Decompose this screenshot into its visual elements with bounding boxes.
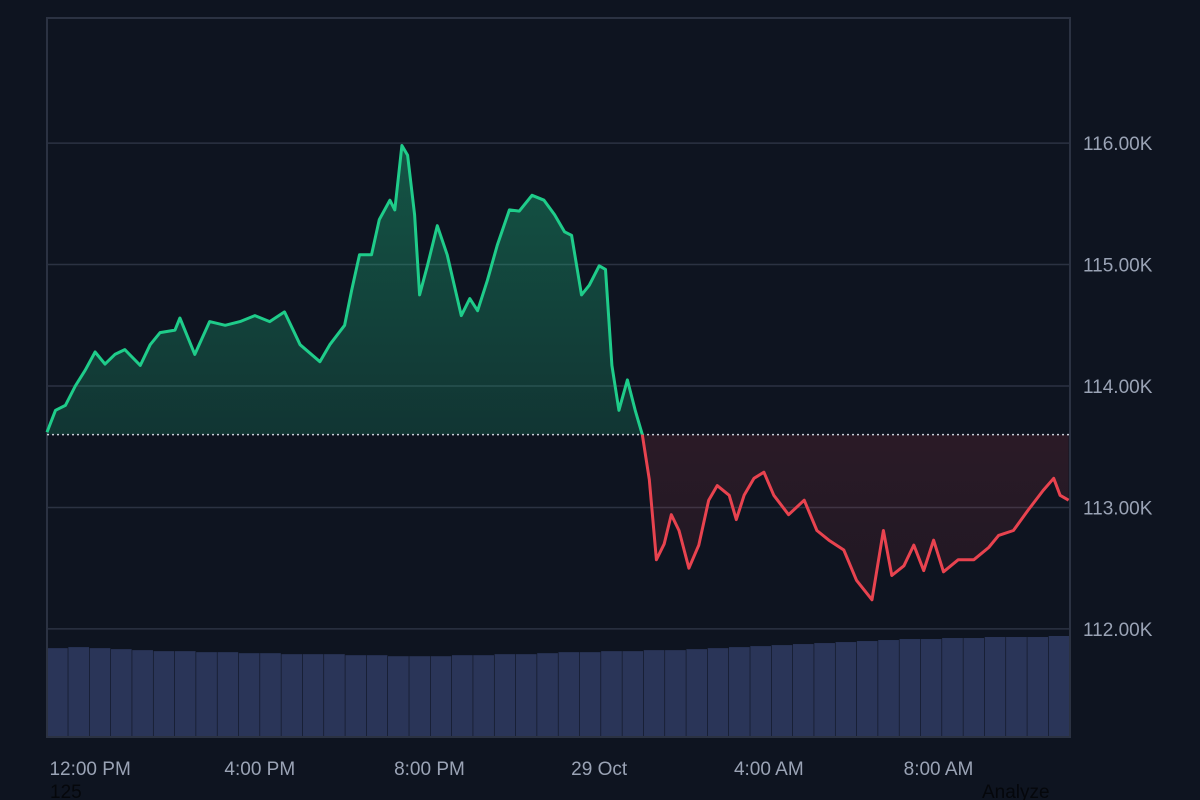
volume-bar	[302, 654, 324, 737]
volume-bar	[217, 652, 239, 737]
volume-bar	[174, 651, 196, 737]
y-tick-label: 116.00K	[1083, 134, 1153, 155]
volume-bar	[856, 641, 878, 737]
x-tick-label: 8:00 PM	[394, 759, 465, 780]
volume-bar	[473, 655, 494, 737]
volume-bar	[942, 638, 963, 737]
volume-bar	[281, 654, 303, 737]
volume-bar	[963, 638, 985, 737]
volume-bar	[324, 654, 345, 737]
volume-bar	[153, 651, 175, 737]
volume-bar	[878, 640, 899, 737]
volume-bar	[132, 650, 153, 737]
volume-bar	[792, 644, 814, 737]
volume-bar	[601, 651, 622, 737]
x-tick-label: 8:00 AM	[904, 759, 974, 780]
y-tick-label: 113.00K	[1083, 498, 1153, 519]
analyze-button[interactable]: Analyze	[982, 782, 1050, 800]
volume-bar	[899, 639, 921, 737]
volume-bar	[1048, 636, 1070, 737]
volume-bar	[771, 645, 793, 737]
volume-bar	[409, 656, 431, 737]
volume-bar	[835, 642, 857, 737]
volume-bar	[388, 656, 409, 737]
volume-bar	[366, 655, 388, 737]
volume-bar	[1006, 637, 1027, 737]
volume-bar	[707, 648, 729, 737]
volume-bar	[729, 647, 750, 737]
footer-left-text: 125	[50, 782, 82, 800]
volume-bar	[1027, 637, 1049, 737]
price-line-down	[640, 434, 1070, 602]
volume-bar	[68, 647, 90, 737]
volume-bar	[920, 639, 942, 737]
area-fill-below-baseline	[47, 434, 1069, 600]
volume-bar	[750, 646, 772, 737]
volume-bar	[494, 654, 516, 737]
volume-bar	[430, 656, 452, 737]
volume-bar	[260, 653, 281, 737]
volume-bar	[89, 648, 111, 737]
volume-bar	[537, 653, 558, 737]
volume-bar	[665, 650, 686, 737]
volume-bar	[686, 649, 708, 737]
volume-bar	[47, 648, 68, 737]
volume-bar	[558, 652, 580, 737]
y-tick-label: 114.00K	[1083, 377, 1153, 398]
volume-bar	[110, 649, 132, 737]
x-tick-label: 12:00 PM	[49, 759, 130, 780]
x-tick-label: 4:00 PM	[224, 759, 295, 780]
volume-bar	[814, 643, 835, 737]
volume-bar	[984, 637, 1006, 737]
volume-bar	[515, 654, 537, 737]
x-tick-label: 4:00 AM	[734, 759, 804, 780]
volume-bar	[643, 650, 665, 737]
x-tick-label: 29 Oct	[571, 759, 628, 780]
volume-bar	[579, 652, 601, 737]
plot-border	[46, 17, 1071, 738]
volume-bar	[196, 652, 217, 737]
area-fill-above-baseline	[47, 145, 643, 435]
volume-bars	[47, 636, 1070, 737]
volume-bar	[451, 655, 473, 737]
y-tick-label: 112.00K	[1083, 620, 1153, 641]
volume-bar	[345, 655, 367, 737]
volume-bar	[238, 653, 260, 737]
volume-bar	[622, 651, 644, 737]
y-tick-label: 115.00K	[1083, 256, 1153, 277]
price-line-up	[45, 144, 644, 435]
